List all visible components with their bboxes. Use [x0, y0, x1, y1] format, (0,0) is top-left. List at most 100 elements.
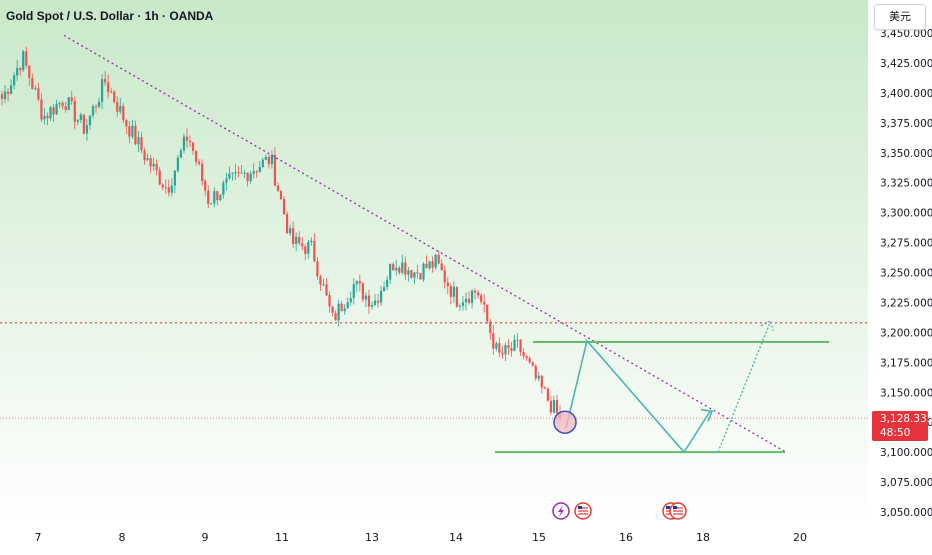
candle-body — [376, 300, 380, 303]
candle-body — [328, 295, 331, 307]
candle-body — [510, 348, 513, 351]
candle-body — [104, 79, 107, 83]
candle-body — [58, 102, 61, 105]
candle-body — [443, 270, 446, 283]
candle-body — [477, 292, 480, 296]
y-tick-label: 3,350.000 — [880, 148, 932, 160]
candle-body — [334, 312, 337, 321]
breakout-projection — [717, 322, 771, 453]
candle-body — [346, 302, 349, 309]
candle-body — [310, 240, 313, 242]
candle-body — [458, 305, 462, 307]
candle-body — [516, 339, 519, 341]
flag-canton — [666, 506, 670, 509]
candle-body — [285, 214, 289, 234]
candle-body — [91, 106, 95, 116]
candle-body — [82, 114, 85, 134]
candle-body — [267, 156, 270, 165]
x-tick-label: 18 — [696, 531, 710, 544]
candle-body — [249, 173, 252, 182]
candle-body — [425, 263, 428, 269]
candle-body — [480, 295, 483, 302]
candle-body — [34, 88, 37, 90]
candle-body — [94, 106, 98, 108]
y-tick-label: 3,400.000 — [880, 88, 932, 100]
candle-body — [470, 290, 474, 303]
candle-body — [473, 290, 477, 293]
candle-body — [492, 333, 495, 349]
y-tick-label: 3,225.000 — [880, 297, 932, 309]
candle-body — [467, 298, 471, 303]
x-tick-label: 11 — [275, 531, 289, 544]
candle-body — [210, 203, 213, 205]
candle-body — [222, 182, 225, 195]
x-tick-label: 20 — [793, 531, 807, 544]
candle-body — [264, 156, 267, 160]
candle-body — [398, 267, 401, 273]
candle-body — [543, 387, 546, 389]
y-tick-label: 3,150.000 — [880, 387, 932, 399]
candle-body — [204, 180, 207, 191]
candle-body — [252, 171, 255, 174]
candle-body — [67, 97, 70, 110]
candle-body — [501, 352, 504, 355]
candle-body — [489, 321, 492, 334]
candle-body — [137, 137, 140, 145]
candle-body — [422, 263, 425, 280]
x-tick-label: 9 — [202, 531, 209, 544]
y-tick-label: 3,375.000 — [880, 118, 932, 130]
candle-body — [246, 172, 249, 182]
candle-body — [455, 286, 458, 307]
candle-body — [97, 101, 101, 107]
candle-body — [531, 362, 534, 366]
candle-body — [173, 170, 176, 186]
descending-trendline — [63, 34, 787, 453]
candle-body — [140, 137, 143, 151]
candle-body — [125, 120, 128, 127]
candle-body — [413, 272, 416, 278]
candle-body — [358, 281, 361, 284]
candle-body — [373, 300, 377, 305]
candle-body — [201, 163, 204, 181]
candle-body — [507, 345, 510, 349]
candle-body — [437, 254, 440, 264]
candle-body — [22, 51, 25, 71]
currency-button[interactable]: 美元 — [874, 4, 926, 30]
candle-body — [549, 400, 553, 413]
candle-body — [395, 267, 398, 271]
candle-body — [198, 161, 201, 164]
candle-body — [313, 240, 316, 262]
candle-body — [19, 67, 22, 71]
candle-body — [304, 246, 307, 254]
candle-body — [407, 270, 410, 275]
candle-body — [419, 273, 422, 280]
candle-body — [122, 105, 125, 121]
candle-body — [386, 279, 389, 288]
candle-body — [361, 283, 364, 300]
candle-body — [146, 158, 149, 161]
candle-body — [301, 243, 304, 247]
candle-body — [170, 185, 173, 193]
candle-body — [404, 262, 407, 275]
candle-body — [79, 114, 82, 120]
projection-arrowhead — [700, 408, 714, 422]
candle-body — [288, 228, 292, 234]
plot-background — [0, 0, 868, 525]
candle-body — [340, 303, 343, 312]
candle-body — [440, 263, 443, 271]
candle-body — [46, 115, 49, 119]
y-tick-label: 3,075.000 — [880, 477, 932, 489]
candle-body — [364, 295, 368, 300]
candle-body — [555, 400, 559, 413]
candle-body — [261, 159, 264, 168]
candle-body — [279, 191, 283, 200]
candle-body — [73, 101, 76, 122]
candle-body — [522, 352, 525, 357]
candle-body — [185, 136, 189, 141]
candle-body — [155, 163, 158, 171]
candle-body — [43, 115, 46, 120]
candle-body — [322, 284, 325, 286]
x-tick-label: 15 — [532, 531, 546, 544]
